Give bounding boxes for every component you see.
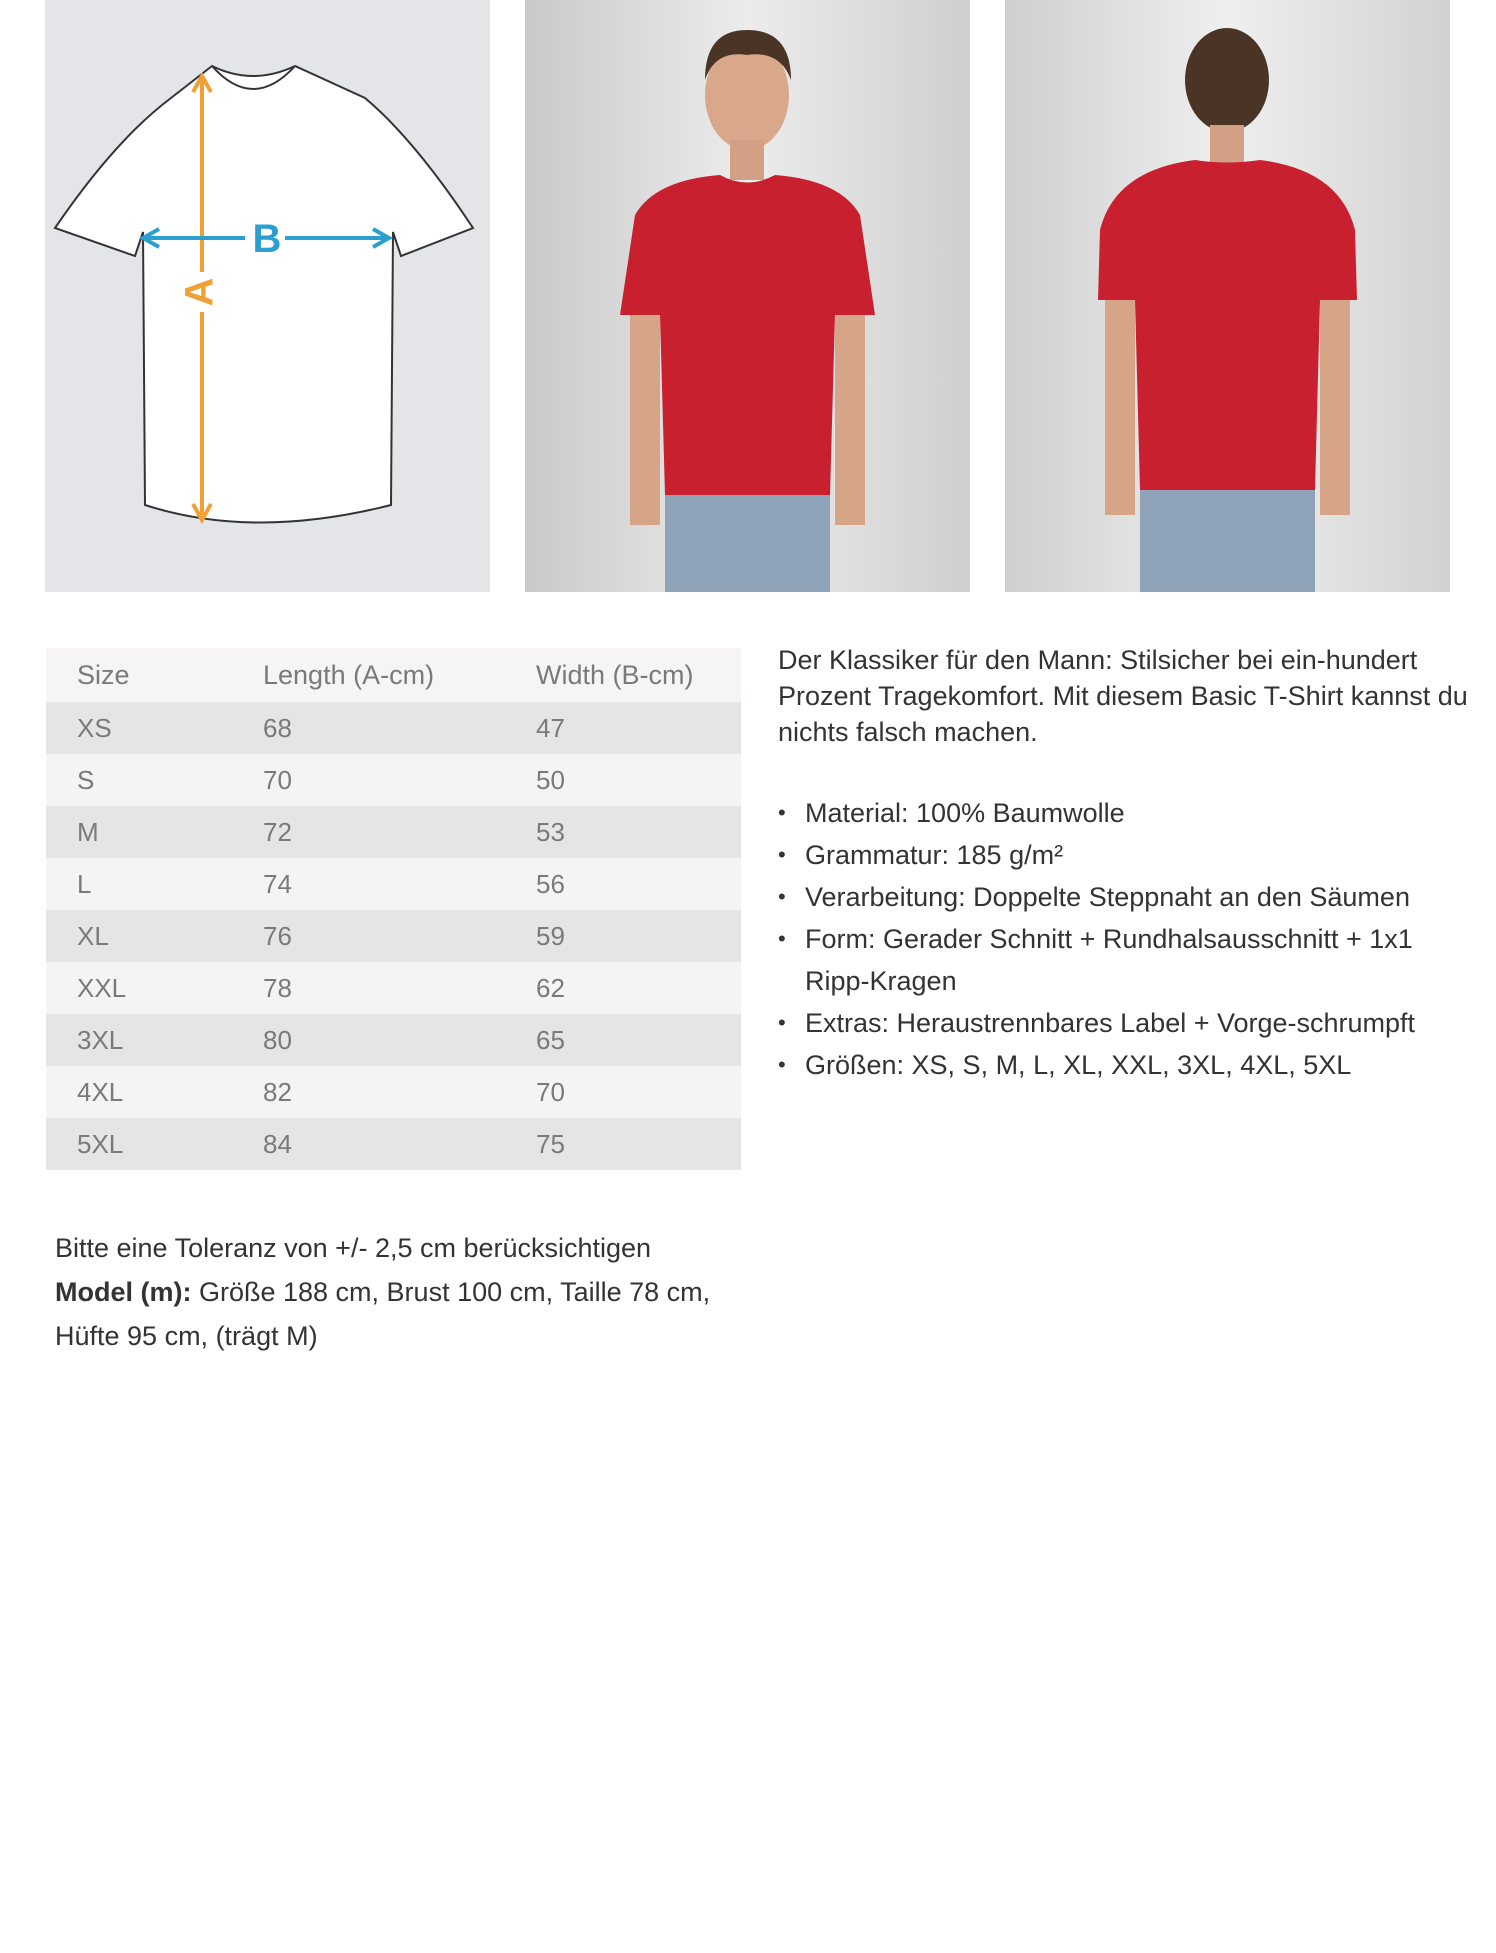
size-cell: 5XL — [77, 1128, 124, 1159]
table-row: XS 68 47 — [46, 702, 741, 754]
feature-item: Verarbeitung: Doppelte Steppnaht an den … — [778, 876, 1478, 918]
table-header: Size Length (A-cm) Width (B-cm) — [46, 648, 741, 702]
table-row: 4XL 82 70 — [46, 1066, 741, 1118]
product-description: Der Klassiker für den Mann: Stilsicher b… — [778, 645, 1468, 747]
size-cell: XXL — [77, 972, 127, 1003]
length-cell: 70 — [263, 764, 292, 795]
header-width: Width (B-cm) — [536, 659, 694, 690]
tshirt-outline-icon: B A — [53, 64, 475, 525]
model-front-photo — [525, 0, 970, 592]
length-cell: 74 — [263, 868, 292, 899]
width-cell: 56 — [536, 868, 565, 899]
header-length: Length (A-cm) — [263, 659, 435, 690]
size-table: Size Length (A-cm) Width (B-cm) XS 68 47 S 7… — [46, 648, 741, 1170]
size-diagram: B A — [45, 0, 490, 592]
table-row: XXL 78 62 — [46, 962, 741, 1014]
size-cell: S — [77, 764, 95, 795]
model-info: Model (m): Größe 188 cm, Brust 100 cm, T… — [55, 1270, 775, 1358]
header-size: Size — [77, 659, 130, 690]
feature-list: Material: 100% BaumwolleGrammatur: 185 g… — [778, 792, 1478, 1086]
table-row: 5XL 84 75 — [46, 1118, 741, 1170]
model-label: Model (m): — [55, 1277, 192, 1307]
width-cell: 47 — [536, 712, 565, 743]
model-text: Größe 188 cm, Brust 100 cm, Taille 78 cm… — [55, 1277, 711, 1351]
size-note: Bitte eine Toleranz von +/- 2,5 cm berüc… — [55, 1226, 775, 1358]
table-row: 3XL 80 65 — [46, 1014, 741, 1066]
size-cell: 4XL — [77, 1076, 124, 1107]
length-cell: 68 — [263, 712, 292, 743]
width-cell: 53 — [536, 816, 565, 847]
table-row: XL 76 59 — [46, 910, 741, 962]
label-b: B — [253, 217, 282, 261]
length-cell: 82 — [263, 1076, 292, 1107]
size-cell: M — [77, 816, 99, 847]
width-cell: 70 — [536, 1076, 565, 1107]
width-cell: 50 — [536, 764, 565, 795]
width-cell: 75 — [536, 1128, 565, 1159]
length-cell: 76 — [263, 920, 292, 951]
size-cell: XS — [77, 712, 112, 743]
label-a: A — [178, 278, 222, 307]
width-cell: 65 — [536, 1024, 565, 1055]
length-cell: 80 — [263, 1024, 292, 1055]
feature-item: Grammatur: 185 g/m² — [778, 834, 1478, 876]
table-row: M 72 53 — [46, 806, 741, 858]
size-cell: 3XL — [77, 1024, 124, 1055]
model-back-photo — [1005, 0, 1450, 592]
width-cell: 59 — [536, 920, 565, 951]
length-cell: 78 — [263, 972, 292, 1003]
length-cell: 72 — [263, 816, 292, 847]
feature-item: Extras: Heraustrennbares Label + Vorge-s… — [778, 1002, 1478, 1044]
size-cell: L — [77, 868, 92, 899]
feature-item: Form: Gerader Schnitt + Rundhalsausschni… — [778, 918, 1478, 1002]
table-row: L 74 56 — [46, 858, 741, 910]
feature-item: Material: 100% Baumwolle — [778, 792, 1478, 834]
length-cell: 84 — [263, 1128, 292, 1159]
size-cell: XL — [77, 920, 109, 951]
tolerance-text: Bitte eine Toleranz von +/- 2,5 cm berüc… — [55, 1233, 652, 1263]
table-row: S 70 50 — [46, 754, 741, 806]
width-cell: 62 — [536, 972, 565, 1003]
feature-item: Größen: XS, S, M, L, XL, XXL, 3XL, 4XL, … — [778, 1044, 1478, 1086]
